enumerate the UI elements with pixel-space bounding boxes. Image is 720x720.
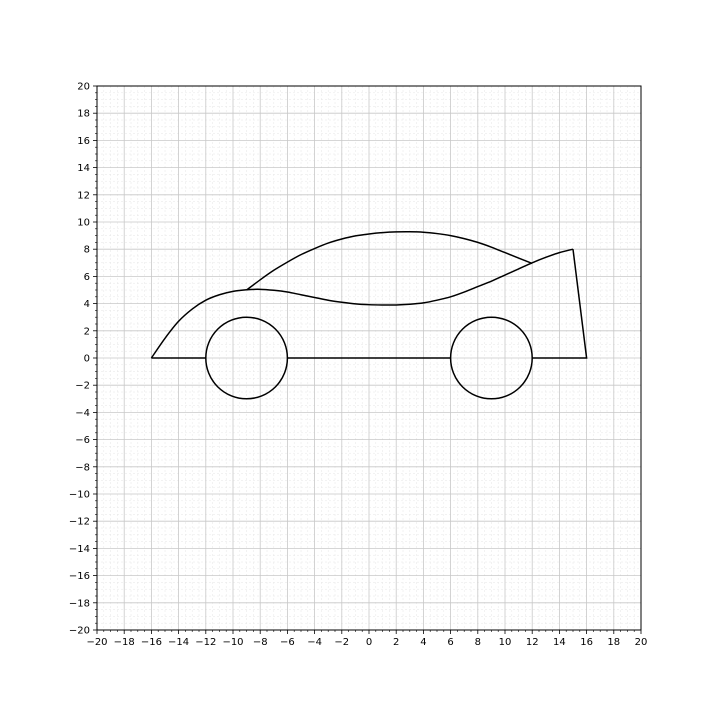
y-tick-label: −8 bbox=[75, 462, 90, 473]
x-tick-label: 4 bbox=[420, 637, 426, 648]
x-tick-label: −4 bbox=[307, 637, 322, 648]
x-tick-label: 2 bbox=[393, 637, 399, 648]
x-tick-label: 10 bbox=[499, 637, 512, 648]
x-tick-label: −6 bbox=[280, 637, 295, 648]
series-circle-6 bbox=[449, 316, 533, 400]
series-curve-1 bbox=[246, 231, 533, 291]
x-axis-tick-labels: −20 −18 −16 −14 −12 −10 −8 −6 −4 −2 0 2 4 6 8 10 12 14 16 1… bbox=[86, 637, 647, 648]
x-tick-label: 12 bbox=[526, 637, 539, 648]
x-tick-label: −18 bbox=[114, 637, 135, 648]
x-tick-label: −2 bbox=[334, 637, 349, 648]
y-tick-label: 0 bbox=[84, 354, 90, 365]
x-tick-label: 16 bbox=[580, 637, 593, 648]
series-curve-0 bbox=[150, 248, 574, 359]
y-tick-label: 8 bbox=[84, 245, 90, 256]
y-tick-label: −18 bbox=[69, 598, 90, 609]
y-axis-tick-labels: −20−18−16−14−12−10−8−6−4−202468101214161… bbox=[69, 82, 90, 637]
x-tick-label: −12 bbox=[195, 637, 216, 648]
x-tick-label: −20 bbox=[86, 637, 107, 648]
y-tick-label: 12 bbox=[77, 190, 90, 201]
y-tick-label: 16 bbox=[77, 136, 90, 147]
x-tick-label: 8 bbox=[475, 637, 481, 648]
x-tick-label: −10 bbox=[222, 637, 243, 648]
y-tick-label: −2 bbox=[75, 381, 90, 392]
series-circle-5 bbox=[205, 316, 289, 400]
y-tick-label: 2 bbox=[84, 326, 90, 337]
y-tick-label: 18 bbox=[77, 109, 90, 120]
y-tick-label: −10 bbox=[69, 490, 90, 501]
x-tick-label: 14 bbox=[553, 637, 566, 648]
y-tick-label: 10 bbox=[77, 218, 90, 229]
y-tick-label: −6 bbox=[75, 435, 90, 446]
x-tick-label: 18 bbox=[607, 637, 620, 648]
y-tick-label: 20 bbox=[77, 82, 90, 93]
y-tick-label: −4 bbox=[75, 408, 90, 419]
axis-ticks bbox=[93, 85, 642, 634]
y-tick-label: −16 bbox=[69, 571, 90, 582]
y-tick-label: 14 bbox=[77, 163, 90, 174]
x-tick-label: 6 bbox=[447, 637, 453, 648]
x-tick-label: 20 bbox=[635, 637, 648, 648]
x-tick-label: −8 bbox=[253, 637, 268, 648]
y-tick-label: 4 bbox=[84, 299, 90, 310]
y-tick-label: −20 bbox=[69, 626, 90, 637]
series-polyline-2 bbox=[532, 249, 588, 359]
x-tick-label: −14 bbox=[168, 637, 189, 648]
y-tick-label: 6 bbox=[84, 272, 90, 283]
y-tick-label: −14 bbox=[69, 544, 90, 555]
x-tick-label: 0 bbox=[366, 637, 372, 648]
y-tick-label: −12 bbox=[69, 517, 90, 528]
series-layer bbox=[150, 231, 588, 400]
major-grid bbox=[96, 85, 642, 631]
x-tick-label: −16 bbox=[141, 637, 162, 648]
